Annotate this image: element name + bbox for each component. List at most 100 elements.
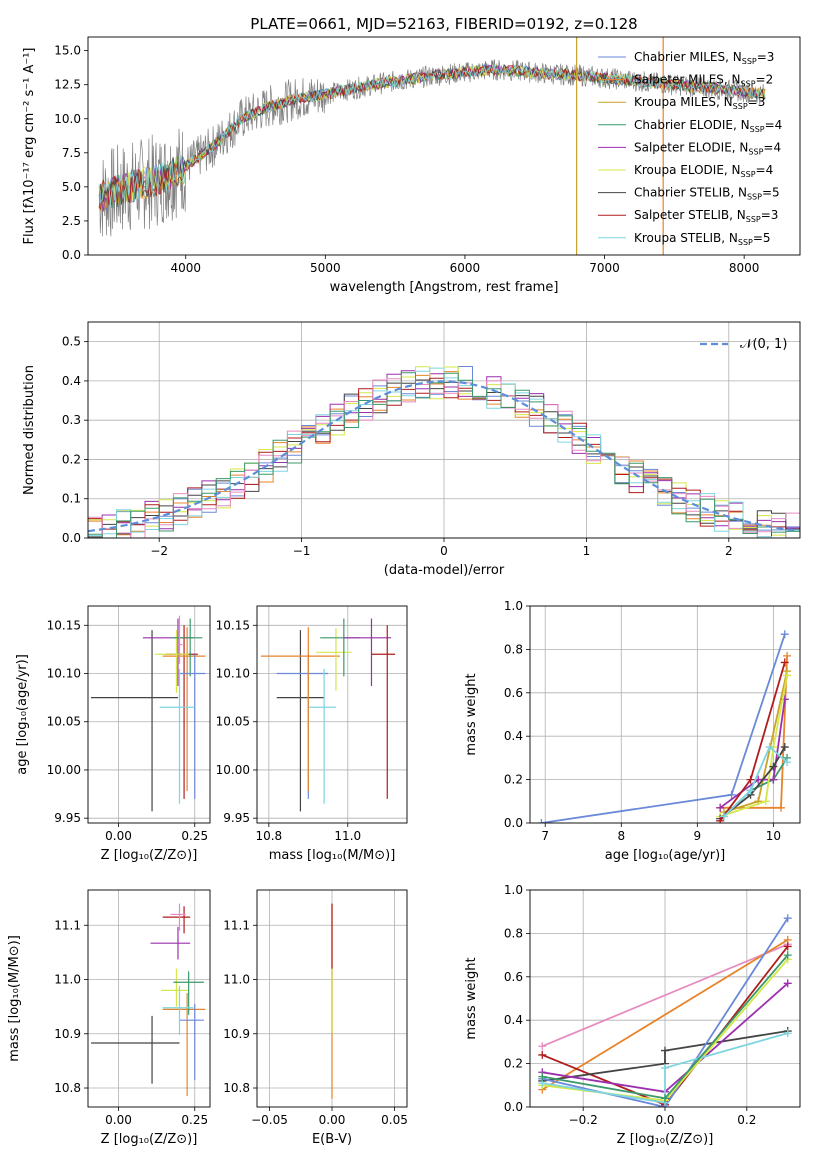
legend-label: Kroupa MILES, NSSP=3	[634, 95, 765, 111]
y-tick-label: 10.05	[47, 715, 81, 729]
data-point	[783, 951, 792, 960]
chart-massweight_vs_Z: −0.2 0.0 0.2 0.0 0.2 0.4 0.6 0.8 1.0 Z [log₁₀(Z/Z…	[464, 883, 801, 1147]
data-point	[538, 1072, 547, 1081]
y-tick-label: 2.5	[62, 214, 81, 228]
gaussian-curve	[88, 380, 798, 533]
series-line	[98, 65, 766, 210]
x-axis-label: (data-model)/error	[384, 563, 505, 578]
data-point	[661, 1046, 669, 1055]
data-point	[780, 743, 789, 752]
x-tick-label: 10.8	[255, 829, 282, 843]
y-tick-label: 10.15	[47, 618, 81, 632]
histogram	[88, 378, 800, 538]
y-tick-label: 0.8	[504, 642, 523, 656]
data-point	[780, 630, 789, 639]
data-point	[769, 762, 778, 771]
chart-mass_vs_EBV: −0.05 0.00 0.05 10.8 10.9 11.0 11.1 E(B-V)	[223, 889, 408, 1147]
x-tick-label: 0.0	[655, 1113, 674, 1127]
axes-frame	[256, 889, 408, 1108]
y-tick-label: 10.10	[47, 667, 81, 681]
chart-spectrum: 4000 5000 6000 7000 8000 0.0 2.5 5.0 7.5 10.0 12.5…	[22, 15, 801, 295]
y-tick-label: 0.0	[62, 531, 81, 545]
series-line	[542, 1030, 788, 1082]
x-tick-label: 1	[583, 544, 591, 558]
series-line	[719, 746, 786, 820]
data-point	[716, 816, 725, 823]
data-point	[776, 803, 785, 812]
y-tick-label: 10.10	[216, 667, 250, 681]
legend-label: Salpeter MILES, NSSP=2	[634, 73, 773, 89]
chart-massweight_vs_age: 7 8 9 10 0.0 0.2 0.4 0.6 0.8 1.0 age [log₁₀(age/yr…	[464, 599, 801, 863]
x-tick-label: −0.05	[251, 1113, 288, 1127]
data-point	[783, 942, 792, 951]
histogram	[88, 377, 800, 538]
chart-age_vs_mass: 10.8 11.0 9.95 10.00 10.05 10.10 10.15 mass [lo…	[216, 605, 408, 863]
data-point	[538, 1050, 547, 1059]
series-line	[541, 939, 789, 1091]
y-tick-label: 0.6	[504, 686, 523, 700]
x-tick-label: −2	[150, 544, 168, 558]
legend-label: Salpeter ELODIE, NSSP=4	[634, 140, 781, 156]
x-tick-label: 0.2	[737, 1113, 756, 1127]
axes-frame	[87, 889, 211, 1108]
plot-area	[537, 630, 792, 823]
data-point	[783, 651, 792, 660]
legend-label: Kroupa STELIB, NSSP=5	[634, 231, 771, 247]
y-tick-label: 12.5	[54, 78, 81, 92]
x-tick-label: 0.00	[105, 829, 132, 843]
series-line	[542, 1032, 788, 1104]
legend-label: Chabrier STELIB, NSSP=5	[634, 186, 780, 202]
series-line	[541, 943, 789, 1048]
x-tick-label: 0.00	[105, 1113, 132, 1127]
x-tick-label: 7000	[589, 261, 620, 275]
y-tick-label: 11.0	[54, 973, 81, 987]
y-tick-label: 9.95	[54, 811, 81, 825]
x-axis-label: mass [log₁₀(M/M⊙)]	[269, 848, 396, 863]
y-tick-label: 0.4	[62, 374, 81, 388]
y-tick-label: 0.2	[504, 773, 523, 787]
y-axis-label: mass weight	[464, 673, 479, 755]
y-tick-label: 10.9	[223, 1027, 250, 1041]
y-tick-label: 10.8	[223, 1081, 250, 1095]
y-tick-label: 0.3	[62, 413, 81, 427]
y-axis-label: mass weight	[464, 957, 479, 1039]
legend-label: Kroupa ELODIE, NSSP=4	[634, 163, 773, 179]
axes-frame	[87, 605, 211, 824]
y-tick-label: 7.5	[62, 146, 81, 160]
y-tick-label: 10.05	[216, 715, 250, 729]
y-tick-label: 10.9	[54, 1027, 81, 1041]
y-tick-label: 11.1	[223, 918, 250, 932]
chart-age_vs_Z: 0.00 0.25 9.95 10.00 10.05 10.10 10.15 Z [log₁₀…	[15, 605, 211, 863]
chart-title: PLATE=0661, MJD=52163, FIBERID=0192, z=0…	[250, 15, 637, 33]
y-tick-label: 0.0	[62, 248, 81, 262]
x-tick-label: 0.00	[319, 1113, 346, 1127]
plot-area	[88, 366, 800, 538]
data-point	[661, 1094, 669, 1103]
series-line	[723, 745, 788, 818]
x-tick-label: 0	[440, 544, 448, 558]
legend-label: Chabrier MILES, NSSP=3	[634, 50, 774, 66]
x-axis-label: Z [log₁₀(Z/Z⊙)]	[101, 1132, 198, 1147]
x-tick-label: 6000	[450, 261, 481, 275]
y-tick-label: 10.15	[216, 618, 250, 632]
data-point	[769, 775, 778, 784]
y-axis-label: mass [log₁₀(M/M⊙)]	[7, 935, 22, 1062]
legend-label: Chabrier ELODIE, NSSP=4	[634, 118, 782, 134]
series-line	[98, 64, 766, 207]
y-tick-label: 0.0	[504, 1100, 523, 1114]
axes-frame	[529, 605, 801, 824]
x-tick-label: 8000	[729, 261, 760, 275]
y-tick-label: 0.2	[62, 452, 81, 466]
series-line	[542, 917, 789, 1107]
x-tick-label: 0.25	[181, 1113, 208, 1127]
y-tick-label: 1.0	[504, 883, 523, 897]
y-axis-label: Normed distribution	[22, 365, 37, 495]
chart-mass_vs_Z: 0.00 0.25 10.8 10.9 11.0 11.1 Z [log₁₀(Z/Z⊙)] m…	[7, 889, 211, 1147]
plot-area	[98, 37, 766, 255]
data-point	[783, 979, 792, 988]
data-point	[780, 658, 789, 667]
axes-frame	[87, 36, 801, 256]
data-point	[716, 803, 725, 812]
data-point	[765, 743, 774, 752]
y-tick-label: 0.6	[504, 970, 523, 984]
